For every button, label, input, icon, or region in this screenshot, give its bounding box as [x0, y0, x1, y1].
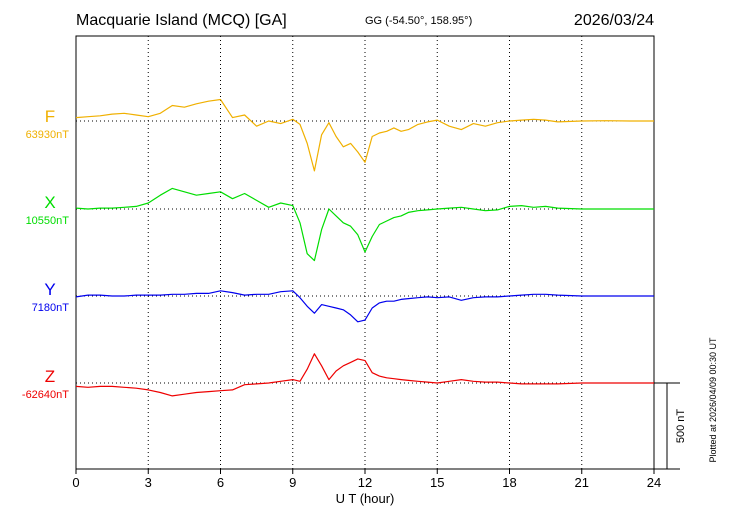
series-baseline-y: 7180nT [32, 302, 70, 314]
station-title: Macquarie Island (MCQ) [GA] [76, 12, 287, 29]
traces [75, 98, 654, 397]
series-labels: F 63930nT X 10550nT Y 7180nT Z -62640nT [22, 107, 69, 401]
x-tick-label: 18 [502, 475, 516, 490]
series-label-z: Z [45, 367, 55, 386]
trace-y [75, 290, 654, 323]
series-label-y: Y [44, 280, 55, 299]
x-tick-label: 24 [647, 475, 661, 490]
trace-f [75, 98, 654, 172]
x-axis-label: U T (hour) [336, 491, 395, 506]
x-tick-label: 3 [145, 475, 152, 490]
series-baseline-x: 10550nT [26, 215, 70, 227]
x-tick-label: 12 [358, 475, 372, 490]
x-tick-label: 15 [430, 475, 444, 490]
x-tick-label: 6 [217, 475, 224, 490]
series-label-f: F [45, 107, 55, 126]
series-label-x: X [44, 193, 55, 212]
chart-date: 2026/03/24 [574, 12, 654, 29]
x-axis-ticks: 0 3 6 9 12 15 18 21 24 [72, 469, 661, 490]
scale-bar-label: 500 nT [675, 409, 687, 444]
grid [76, 35, 654, 469]
series-baseline-z: -62640nT [22, 389, 69, 401]
trace-x [75, 187, 654, 262]
station-coordinates: GG (-54.50°, 158.95°) [365, 15, 472, 27]
x-tick-label: 0 [72, 475, 79, 490]
trace-z [75, 353, 654, 397]
series-baseline-f: 63930nT [26, 129, 70, 141]
scale-bar: 500 nT [654, 382, 687, 470]
x-tick-label: 9 [289, 475, 296, 490]
plotted-note: Plotted at 2026/04/09 00:30 UT [708, 337, 718, 463]
x-tick-label: 21 [575, 475, 589, 490]
